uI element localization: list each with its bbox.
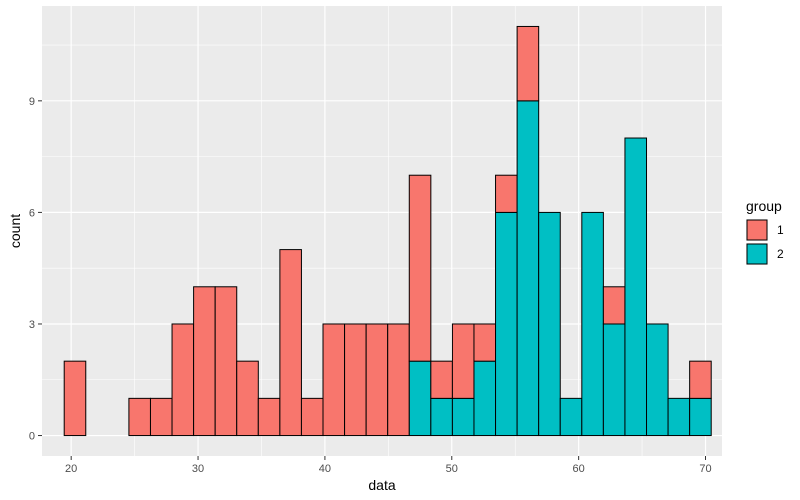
bar-group-2 bbox=[538, 211, 561, 437]
bar-group-1 bbox=[300, 397, 324, 437]
bar-group-1 bbox=[516, 25, 540, 102]
x-tick-label: 70 bbox=[699, 463, 711, 475]
y-tick-label: 9 bbox=[29, 96, 35, 108]
bar-group-2 bbox=[624, 137, 648, 437]
x-tick-label: 60 bbox=[573, 463, 585, 475]
bar-group-1 bbox=[128, 397, 151, 437]
bar-group-1 bbox=[602, 286, 626, 325]
y-axis-title: count bbox=[7, 214, 23, 248]
bar-group-1 bbox=[408, 174, 432, 362]
x-tick-label: 40 bbox=[319, 463, 331, 475]
bar-group-1 bbox=[387, 323, 410, 437]
x-axis-title: data bbox=[368, 477, 395, 493]
bar-group-1 bbox=[171, 323, 195, 437]
x-tick-label: 50 bbox=[446, 463, 458, 475]
legend-swatch-1 bbox=[746, 219, 768, 241]
y-tick-label: 6 bbox=[29, 207, 35, 219]
legend-label-1: 1 bbox=[777, 223, 784, 237]
bar-group-1 bbox=[149, 397, 173, 437]
y-axis: 0 3 6 9 bbox=[29, 96, 42, 443]
bar-group-1 bbox=[63, 360, 87, 437]
bar-group-2 bbox=[581, 211, 604, 437]
bar-group-1 bbox=[193, 286, 216, 437]
bar-group-2 bbox=[408, 360, 432, 437]
bar-group-1 bbox=[473, 323, 497, 362]
bar-group-1 bbox=[279, 249, 302, 437]
bar-group-2 bbox=[559, 397, 583, 437]
bar-group-1 bbox=[689, 360, 712, 399]
legend-swatch-2 bbox=[746, 243, 768, 265]
bar-group-2 bbox=[689, 397, 712, 437]
legend: group 1 2 bbox=[746, 198, 784, 265]
legend-title: group bbox=[746, 198, 782, 214]
bar-group-2 bbox=[667, 397, 691, 437]
bar-group-1 bbox=[344, 323, 367, 437]
histogram-bars bbox=[63, 25, 712, 437]
bar-group-1 bbox=[430, 360, 453, 399]
legend-label-2: 2 bbox=[777, 247, 784, 261]
bar-group-2 bbox=[430, 397, 453, 437]
bar-group-2 bbox=[451, 397, 475, 437]
y-tick-label: 0 bbox=[29, 431, 35, 443]
bar-group-1 bbox=[236, 360, 259, 437]
bar-group-1 bbox=[257, 397, 281, 437]
bar-group-1 bbox=[322, 323, 346, 437]
bar-group-2 bbox=[473, 360, 497, 437]
x-tick-label: 20 bbox=[65, 463, 77, 475]
x-axis: 20 30 40 50 60 70 bbox=[65, 456, 712, 475]
bar-group-2 bbox=[495, 211, 518, 437]
y-tick-label: 3 bbox=[29, 319, 35, 331]
bar-group-1 bbox=[495, 174, 518, 213]
bar-group-1 bbox=[365, 323, 389, 437]
bar-group-2 bbox=[516, 100, 540, 437]
bar-group-2 bbox=[646, 323, 669, 437]
bar-group-2 bbox=[602, 323, 626, 437]
bar-group-1 bbox=[214, 286, 238, 437]
x-tick-label: 30 bbox=[192, 463, 204, 475]
bar-group-1 bbox=[451, 323, 475, 399]
